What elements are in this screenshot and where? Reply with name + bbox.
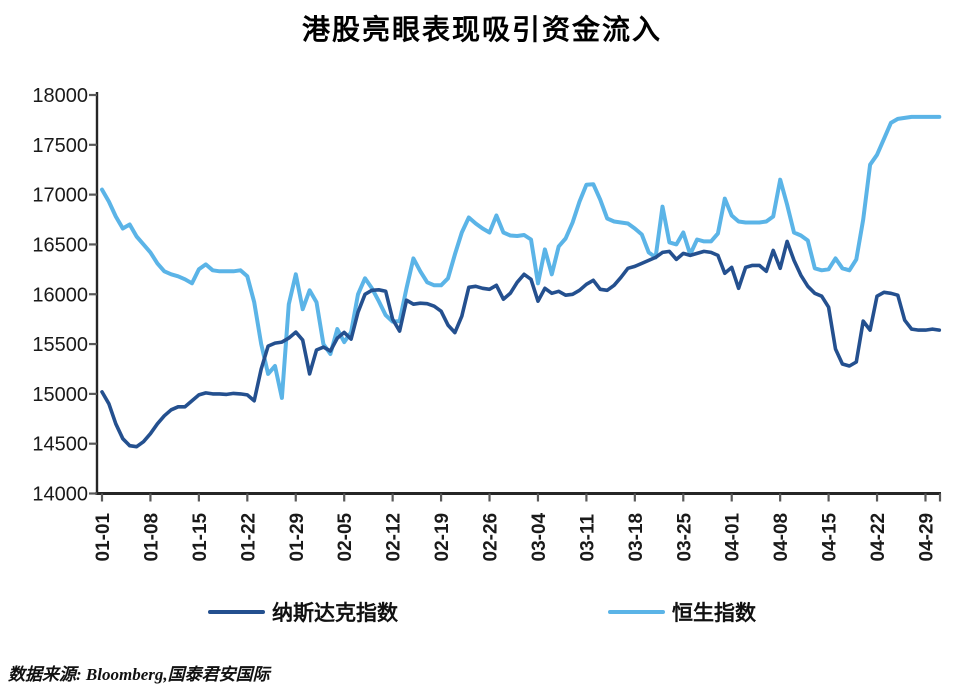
hangseng-line (100, 114, 942, 400)
x-tick-label: 04-15 (820, 512, 841, 561)
x-tick-label: 02-19 (432, 513, 453, 562)
y-tick-label: 16500 (32, 234, 88, 256)
x-tick-label: 03-18 (626, 513, 647, 562)
hangseng-line-swatch (608, 610, 665, 614)
chart-legend: 纳斯达克指数 恒生指数 (0, 599, 964, 629)
x-tick-label: 03-04 (529, 512, 550, 561)
x-tick-label: 03-25 (674, 512, 695, 561)
y-tick-label: 16000 (32, 284, 88, 306)
x-tick-label: 01-29 (287, 513, 308, 562)
y-tick-label: 14000 (32, 484, 88, 506)
nasdaq-line-swatch (208, 610, 265, 614)
x-tick-label: 01-22 (238, 513, 259, 562)
y-tick-label: 15500 (32, 334, 88, 356)
x-tick-label: 03-11 (577, 514, 598, 562)
chart-title: 港股亮眼表现吸引资金流入 (301, 15, 662, 46)
nasdaq-line (100, 239, 942, 449)
x-tick-label: 02-12 (384, 513, 405, 562)
y-tick-label: 18000 (32, 85, 88, 107)
y-tick-label: 14500 (32, 434, 88, 456)
legend-item-nasdaq: 纳斯达克指数 (208, 599, 398, 625)
x-tick-label: 04-29 (916, 513, 937, 562)
x-tick-label: 04-22 (868, 513, 889, 562)
y-tick-label: 15000 (32, 384, 88, 406)
legend-item-hangseng: 恒生指数 (608, 599, 756, 625)
y-tick-label: 17500 (32, 135, 88, 157)
x-tick-label: 04-01 (723, 512, 744, 561)
x-tick-label: 01-01 (93, 512, 114, 561)
data-source-note: 数据来源: Bloomberg,国泰君安国际 (8, 665, 270, 684)
x-tick-label: 01-08 (141, 513, 162, 562)
x-tick-label: 04-08 (771, 513, 792, 562)
legend-label-hangseng: 恒生指数 (672, 601, 756, 625)
x-tick-label: 02-05 (335, 512, 356, 561)
legend-label-nasdaq: 纳斯达克指数 (272, 601, 398, 625)
x-tick-label: 02-26 (481, 513, 502, 562)
x-tick-label: 01-15 (190, 512, 211, 561)
y-tick-label: 17000 (32, 185, 88, 207)
